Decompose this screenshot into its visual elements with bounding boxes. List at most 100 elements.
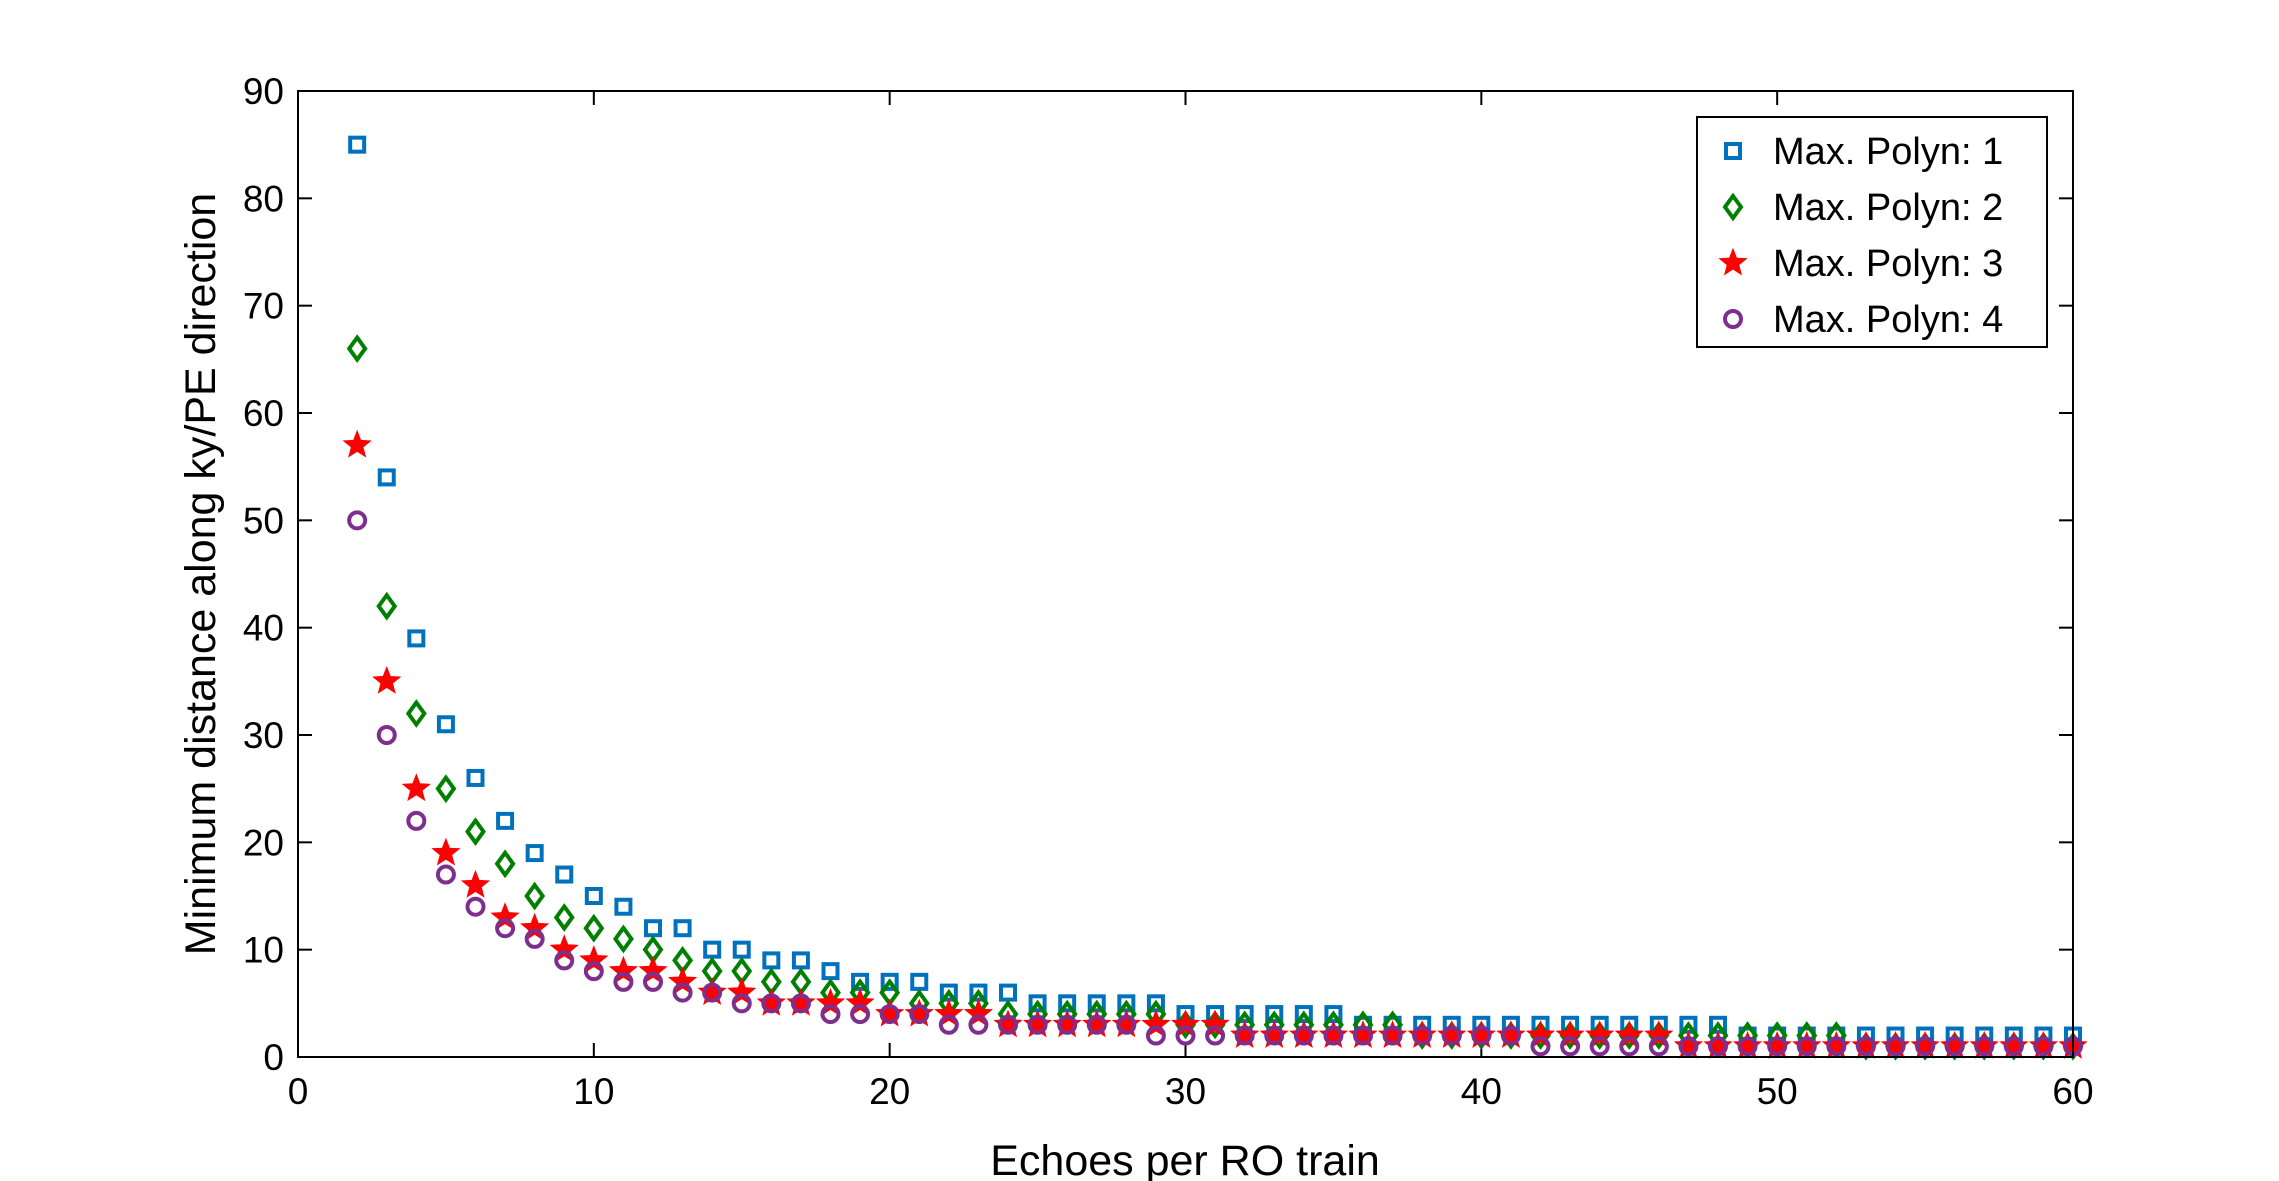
- series-4-point: [2033, 1036, 2054, 1057]
- series-3-point: [520, 912, 550, 941]
- series-4-point: [1145, 1025, 1166, 1046]
- legend-marker-4: [1723, 309, 1743, 329]
- series-3-point: [1614, 1020, 1644, 1048]
- series-4-point: [613, 971, 634, 992]
- series-3-point: [1555, 1020, 1585, 1048]
- series-3-point: [1585, 1020, 1615, 1048]
- series-4-point: [1441, 1025, 1462, 1046]
- series-3-point: [934, 998, 964, 1027]
- series-3-point: [490, 902, 520, 930]
- y-tick-label: 90: [243, 71, 284, 112]
- legend-marker-1: [1724, 142, 1742, 160]
- series-4-point: [1560, 1036, 1581, 1057]
- series-4-points: [347, 510, 2083, 1057]
- series-4-point: [1027, 1014, 1048, 1035]
- series-4-point: [1057, 1014, 1078, 1035]
- series-2-point: [494, 849, 516, 879]
- y-tick-label: 20: [243, 822, 284, 863]
- series-4-point: [1264, 1025, 1285, 1046]
- tick-labels: 0 10 20 30 40 50 60 0 10 20 30 40 50 60 70 80 90: [243, 71, 2094, 1112]
- series-4-point: [1471, 1025, 1492, 1046]
- series-1-point: [644, 919, 662, 938]
- series-4-point: [1234, 1025, 1255, 1046]
- series-4-point: [1648, 1036, 1669, 1057]
- y-tick-label: 10: [243, 930, 284, 971]
- series-4-point: [583, 961, 604, 982]
- legend-marker-3: [1718, 247, 1748, 276]
- series-4-point: [1974, 1036, 1995, 1057]
- series-4-point: [1382, 1025, 1403, 1046]
- series-4-point: [1175, 1025, 1196, 1046]
- y-tick-label: 0: [263, 1037, 284, 1078]
- series-1-point: [555, 865, 574, 884]
- series-3-point: [667, 966, 698, 995]
- series-4-point: [998, 1014, 1018, 1035]
- legend: Max. Polyn: 1 Max. Polyn: 2 Max. Polyn: 3 M…: [1696, 116, 2048, 348]
- series-3-point: [1289, 1020, 1319, 1048]
- series-3-point: [1437, 1020, 1467, 1048]
- series-3-point: [845, 987, 875, 1016]
- series-3-point: [1525, 1020, 1556, 1048]
- series-3-point: [401, 773, 431, 802]
- series-3-point: [342, 429, 372, 458]
- x-tick-label: 20: [869, 1071, 910, 1112]
- series-1-point: [496, 811, 515, 830]
- series-1-point: [999, 983, 1017, 1002]
- x-tick-label: 30: [1165, 1071, 1206, 1112]
- y-tick-label: 30: [243, 715, 284, 756]
- series-2-point: [346, 334, 368, 364]
- legend-entry-4: Max. Polyn: 4: [1773, 299, 2003, 341]
- series-4-point: [1116, 1014, 1137, 1035]
- series-4-point: [1412, 1025, 1433, 1046]
- x-tick-label: 0: [288, 1071, 309, 1112]
- series-3-point: [1644, 1020, 1674, 1048]
- series-4-point: [1826, 1036, 1847, 1057]
- x-tick-label: 60: [2052, 1071, 2093, 1112]
- series-4-point: [761, 993, 782, 1014]
- series-4-point: [790, 993, 811, 1014]
- series-1-point: [791, 951, 810, 970]
- series-4-point: [1205, 1025, 1226, 1046]
- series-2-point: [435, 774, 457, 804]
- legend-entry-1: Max. Polyn: 1: [1773, 131, 2003, 173]
- series-3-point: [1230, 1020, 1260, 1048]
- y-tick-label: 40: [243, 608, 284, 649]
- series-3-point: [1466, 1020, 1496, 1048]
- series-3-point: [963, 998, 994, 1027]
- legend-entry-2: Max. Polyn: 2: [1773, 187, 2003, 229]
- y-tick-label: 70: [243, 286, 284, 327]
- series-2-point: [553, 903, 575, 932]
- series-4-point: [643, 971, 663, 992]
- y-axis-label: Minimum distance along ky/PE direction: [177, 193, 225, 955]
- series-1-point: [525, 844, 544, 863]
- series-1-point: [910, 972, 929, 991]
- series-4-point: [731, 993, 752, 1014]
- series-1-point: [348, 135, 367, 154]
- legend-entry-3: Max. Polyn: 3: [1773, 243, 2003, 285]
- y-tick-label: 60: [243, 393, 284, 434]
- series-4-point: [879, 1004, 900, 1025]
- y-tick-label: 80: [243, 178, 284, 219]
- legend-box: [1696, 116, 2048, 348]
- series-4-point: [1530, 1036, 1551, 1057]
- x-axis-label: Echoes per RO train: [990, 1137, 1380, 1181]
- series-3-point: [579, 945, 609, 973]
- legend-marker-2: [1722, 192, 1744, 222]
- series-3-point: [1377, 1020, 1408, 1048]
- series-2-point: [405, 699, 427, 728]
- y-tick-label: 50: [243, 500, 284, 541]
- series-3-point: [1200, 1009, 1230, 1038]
- series-3-point: [786, 987, 816, 1016]
- series-1-point: [673, 919, 692, 938]
- series-2-point: [524, 881, 546, 911]
- series-3-point: [549, 934, 579, 963]
- series-4-point: [465, 896, 486, 917]
- series-4-point: [1796, 1036, 1817, 1057]
- series-4-point: [2003, 1036, 2024, 1057]
- series-1-point: [614, 897, 633, 916]
- series-2-point: [612, 924, 634, 954]
- series-4-point: [1915, 1036, 1936, 1057]
- series-4-point: [1353, 1025, 1373, 1046]
- series-4-point: [850, 1004, 871, 1025]
- series-3-point: [1496, 1020, 1526, 1048]
